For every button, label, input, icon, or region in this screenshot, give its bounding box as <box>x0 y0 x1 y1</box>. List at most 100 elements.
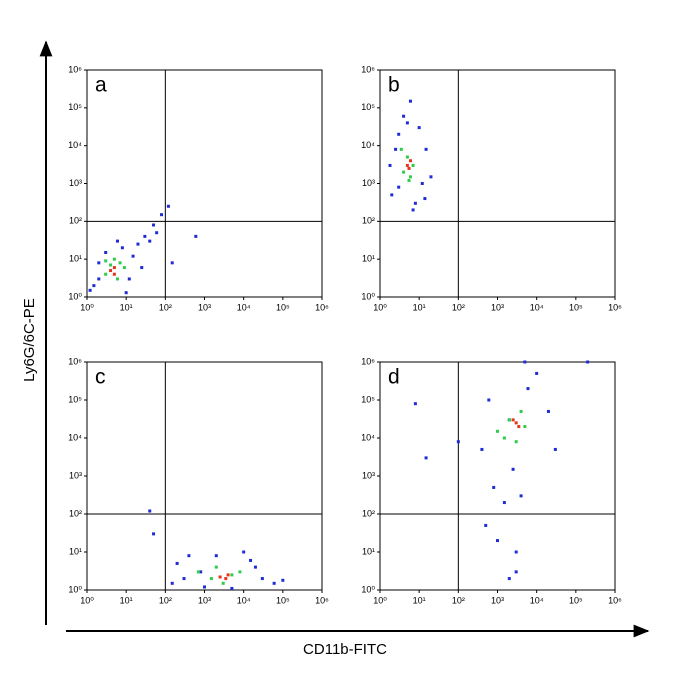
point <box>104 251 108 255</box>
point <box>196 570 200 574</box>
point <box>112 266 116 270</box>
x-tick-label: 10⁰ <box>80 595 94 605</box>
x-tick-label: 10⁰ <box>373 595 387 605</box>
point <box>496 429 499 433</box>
plot-frame <box>86 361 323 591</box>
x-tick-label: 10⁶ <box>608 595 622 605</box>
point <box>143 234 147 238</box>
point <box>413 402 417 406</box>
x-tick-label: 10⁶ <box>315 302 329 312</box>
panel-label: b <box>388 74 400 97</box>
x-tick-label: 10⁵ <box>276 302 290 312</box>
point <box>424 456 428 460</box>
x-tick-label: 10⁴ <box>530 595 544 605</box>
point <box>182 577 186 581</box>
point <box>109 263 113 267</box>
point <box>230 586 234 590</box>
point <box>407 179 411 183</box>
point <box>109 269 113 273</box>
point <box>88 288 92 292</box>
point <box>413 201 417 205</box>
y-tick-label: 10² <box>69 216 82 226</box>
point <box>148 239 152 243</box>
y-tick-label: 10³ <box>69 470 82 480</box>
y-tick-label: 10⁵ <box>68 102 82 112</box>
x-tick-label: 10⁵ <box>569 302 583 312</box>
x-tick-label: 10¹ <box>413 595 426 605</box>
point <box>218 575 222 579</box>
x-tick-label: 10³ <box>198 595 211 605</box>
point <box>514 440 518 444</box>
plot-frame <box>379 69 616 298</box>
point <box>397 185 401 189</box>
x-tick-label: 10² <box>159 595 172 605</box>
x-tick-label: 10¹ <box>120 302 133 312</box>
y-tick-label: 10⁵ <box>361 394 375 404</box>
point <box>507 577 511 581</box>
y-tick-label: 10³ <box>69 178 82 188</box>
x-tick-label: 10¹ <box>120 595 133 605</box>
point <box>122 266 126 270</box>
x-tick-label: 10² <box>452 595 465 605</box>
point <box>230 573 234 577</box>
point <box>166 204 170 208</box>
x-tick-label: 10⁰ <box>373 302 387 312</box>
y-tick-label: 10⁴ <box>361 140 375 150</box>
point <box>224 577 228 581</box>
point <box>456 440 460 444</box>
y-axis-title: Ly6G/6C-PE <box>21 298 38 382</box>
y-tick-label: 10⁵ <box>361 102 375 112</box>
y-tick-label: 10⁴ <box>68 140 82 150</box>
point <box>411 163 415 167</box>
point <box>118 261 122 265</box>
panel-label: d <box>388 366 400 389</box>
point <box>553 447 557 451</box>
point <box>519 494 523 498</box>
point <box>502 436 506 440</box>
point <box>514 550 518 554</box>
x-tick-label: 10⁶ <box>315 595 329 605</box>
point <box>517 425 521 429</box>
point <box>272 581 276 585</box>
point <box>394 147 398 151</box>
point <box>214 565 218 569</box>
point <box>203 585 206 589</box>
point <box>152 223 156 227</box>
point <box>523 425 527 429</box>
y-tick-label: 10² <box>362 508 375 518</box>
y-tick-label: 10⁰ <box>68 584 82 594</box>
point <box>429 175 433 179</box>
point <box>226 573 230 577</box>
point <box>507 418 511 422</box>
point <box>424 147 428 151</box>
point <box>209 577 213 581</box>
point <box>408 99 412 103</box>
point <box>484 523 488 527</box>
point <box>417 126 421 130</box>
x-tick-label: 10² <box>452 302 465 312</box>
point <box>120 246 124 250</box>
point <box>411 208 415 212</box>
point <box>194 234 198 238</box>
x-tick-label: 10⁴ <box>237 595 251 605</box>
y-tick-label: 10² <box>69 508 82 518</box>
point <box>260 577 264 581</box>
point <box>253 565 257 569</box>
point <box>535 371 539 375</box>
point <box>97 277 101 281</box>
point <box>281 578 285 582</box>
y-tick-label: 10² <box>362 216 375 226</box>
point <box>148 509 152 513</box>
x-tick-label: 10¹ <box>413 302 426 312</box>
point <box>502 501 506 505</box>
point <box>170 261 174 265</box>
x-tick-label: 10⁰ <box>80 302 94 312</box>
y-tick-label: 10⁴ <box>68 432 82 442</box>
point <box>160 213 164 217</box>
point <box>519 409 523 413</box>
y-tick-label: 10⁶ <box>68 64 82 74</box>
y-tick-label: 10¹ <box>69 546 82 556</box>
plot-frame <box>86 69 323 298</box>
point <box>242 550 246 554</box>
point <box>238 570 242 574</box>
